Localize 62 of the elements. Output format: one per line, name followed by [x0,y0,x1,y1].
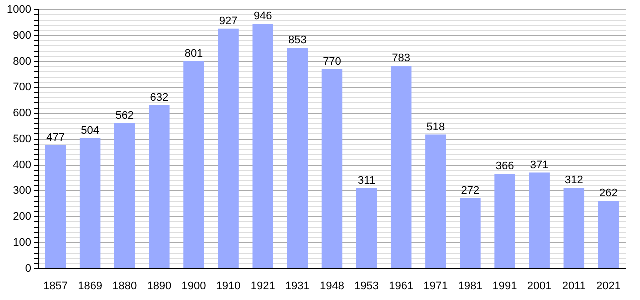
x-tick-label: 1880 [112,280,138,292]
x-tick-label: 1857 [44,280,68,292]
x-tick-label: 1931 [285,280,310,292]
x-tick-label: 1961 [389,280,414,292]
data-label: 853 [288,34,307,47]
bar [252,24,274,268]
data-label: 311 [358,174,376,187]
bar [114,123,136,268]
bar [80,138,101,268]
x-tick-label: 2021 [596,280,621,292]
data-label: 371 [530,159,549,172]
x-tick-label: 1953 [354,280,380,292]
y-tick-label: 500 [13,133,32,146]
y-tick-label: 200 [13,211,32,224]
data-label: 632 [150,92,169,104]
x-tick-label: 1921 [250,280,276,292]
data-label: 312 [564,174,584,187]
y-tick-label: 900 [13,30,32,42]
data-label: 518 [426,121,446,134]
x-tick-label: 2001 [527,280,552,292]
x-tick-label: 1948 [320,280,344,292]
y-tick-label: 300 [13,185,32,198]
data-label: 770 [323,56,342,68]
bar [460,198,481,268]
data-label: 366 [496,160,514,173]
bar [494,174,516,268]
bar [529,172,550,268]
bar [218,28,239,268]
x-tick-label: 2011 [562,280,586,292]
bar [322,70,343,268]
x-tick-label: 1910 [216,280,241,292]
bar [426,134,446,268]
bar [149,105,170,268]
y-tick-label: 600 [13,108,32,120]
bar [390,66,412,268]
x-tick-label: 1991 [492,280,518,292]
y-tick-label: 400 [13,159,32,172]
x-tick-label: 1900 [182,280,206,292]
bar [45,145,66,268]
y-tick-label: 1000 [6,4,32,16]
bar [184,62,204,268]
x-tick-label: 1981 [458,280,483,292]
data-label: 946 [254,10,272,23]
bar [564,188,585,268]
data-label: 477 [46,132,65,144]
data-label: 927 [219,15,238,28]
bar [356,188,378,268]
x-tick-label: 1971 [424,280,448,292]
bar [598,200,620,268]
data-label: 801 [184,48,204,60]
x-tick-label: 1869 [78,280,103,292]
bar [287,48,308,268]
y-tick-label: 100 [13,236,32,249]
y-tick-label: 700 [13,82,32,94]
y-tick-label: 800 [13,56,32,68]
data-label: 562 [116,110,134,122]
data-label: 504 [81,124,100,137]
data-label: 783 [392,52,411,65]
data-label: 272 [461,184,480,197]
data-label: 262 [600,188,618,200]
y-tick-label: 0 [25,262,32,275]
x-tick-label: 1890 [147,280,172,292]
